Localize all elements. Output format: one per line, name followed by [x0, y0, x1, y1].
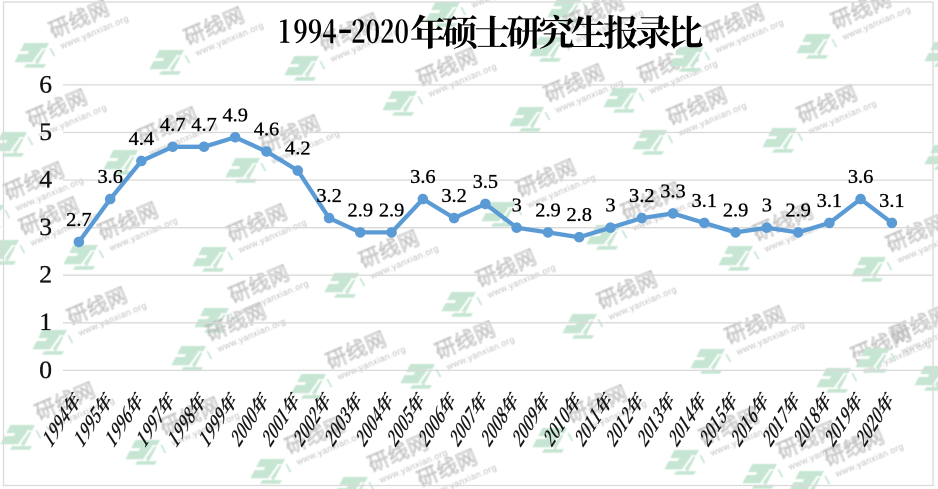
svg-text:3.3: 3.3 [660, 180, 686, 202]
svg-text:3.2: 3.2 [441, 185, 467, 207]
svg-text:4.7: 4.7 [191, 114, 217, 136]
svg-text:3.6: 3.6 [410, 166, 436, 188]
svg-text:3.1: 3.1 [692, 190, 718, 212]
svg-text:3: 3 [605, 195, 615, 217]
svg-text:4.2: 4.2 [285, 138, 311, 160]
svg-text:6: 6 [39, 69, 52, 98]
svg-text:3.2: 3.2 [629, 185, 655, 207]
svg-text:1: 1 [39, 307, 52, 336]
svg-text:2.7: 2.7 [66, 209, 92, 231]
svg-text:3: 3 [512, 195, 522, 217]
svg-text:4.9: 4.9 [222, 104, 248, 126]
svg-text:3.1: 3.1 [817, 190, 843, 212]
svg-text:2.9: 2.9 [535, 199, 561, 221]
svg-text:2.9: 2.9 [348, 199, 374, 221]
svg-text:4.7: 4.7 [160, 114, 186, 136]
svg-text:3.2: 3.2 [316, 185, 342, 207]
svg-text:3.6: 3.6 [848, 166, 874, 188]
svg-text:4.6: 4.6 [254, 119, 280, 141]
svg-text:2: 2 [39, 260, 52, 289]
svg-text:3.6: 3.6 [97, 166, 123, 188]
svg-text:2.9: 2.9 [785, 199, 811, 221]
svg-text:5: 5 [39, 117, 52, 146]
svg-text:3: 3 [39, 212, 52, 241]
svg-text:4: 4 [39, 165, 52, 194]
svg-text:3.1: 3.1 [879, 190, 905, 212]
svg-text:3: 3 [762, 195, 772, 217]
svg-text:2.8: 2.8 [566, 204, 592, 226]
svg-text:2.9: 2.9 [723, 199, 749, 221]
svg-text:0: 0 [39, 355, 52, 384]
svg-text:3.5: 3.5 [473, 171, 499, 193]
svg-text:4.4: 4.4 [129, 128, 155, 150]
svg-text:2.9: 2.9 [379, 199, 405, 221]
